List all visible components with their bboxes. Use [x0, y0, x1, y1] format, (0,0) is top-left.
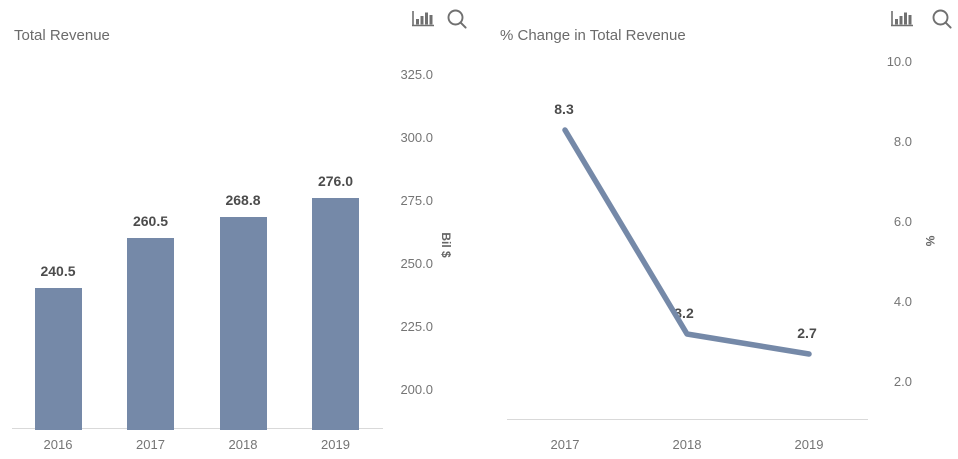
- bar-2019[interactable]: [312, 198, 359, 430]
- y-tick-label: 2.0: [893, 374, 912, 389]
- x-axis-line: [507, 419, 868, 420]
- x-tick-label: 2017: [136, 437, 165, 452]
- x-tick-label: 2016: [43, 437, 73, 452]
- search-icon[interactable]: [931, 8, 953, 30]
- value-label: 276.0: [317, 173, 354, 190]
- value-label: 240.5: [40, 262, 76, 279]
- x-tick-label: 2017: [550, 437, 580, 452]
- y-tick-label: 6.0: [893, 214, 912, 229]
- column-chart-icon[interactable]: [411, 8, 435, 30]
- value-label: 2.7: [797, 325, 817, 341]
- y-tick-label: 275.0: [400, 193, 433, 208]
- x-tick-label: 2019: [321, 437, 350, 452]
- search-icon[interactable]: [446, 8, 468, 30]
- y-tick-label: 8.0: [893, 134, 912, 149]
- value-label: 3.2: [674, 305, 694, 321]
- x-tick-label: 2018: [672, 437, 702, 452]
- y-tick-label: 300.0: [400, 130, 433, 145]
- chart-title: % Change in Total Revenue: [500, 27, 686, 44]
- y-tick-label: 10.0: [886, 54, 912, 69]
- x-tick-label: 2019: [794, 437, 824, 452]
- chart-title: Total Revenue: [14, 27, 110, 44]
- x-axis-line: [12, 428, 383, 429]
- bar-2016[interactable]: [34, 287, 82, 430]
- value-label: 260.5: [132, 212, 169, 229]
- value-label: 8.3: [554, 101, 574, 117]
- pct-change-chart: % Change in Total Revenue % 10.0 8.0 6.0 4.…: [479, 0, 958, 459]
- y-tick-label: 250.0: [400, 256, 433, 271]
- total-revenue-chart: Total Revenue Bil $ 325.0 300.0 275.0 250.0…: [12, 8, 468, 452]
- bar-2018[interactable]: [219, 216, 267, 430]
- line-plot-area: 10.0 8.0 6.0 4.0 2.0 8.3 2017 3.2 2018 2.7 2019: [479, 0, 958, 459]
- y-tick-label: 200.0: [400, 382, 433, 397]
- x-tick-label: 2018: [228, 437, 258, 452]
- bar-2017[interactable]: [127, 237, 174, 430]
- y-tick-label: 225.0: [400, 319, 433, 334]
- pct-change-line[interactable]: [562, 127, 812, 357]
- bar-plot-area: 325.0 300.0 275.0 250.0 225.0 200.0 240.5 2016 2…: [12, 67, 433, 452]
- y-tick-label: 4.0: [893, 294, 912, 309]
- value-label: 268.8: [225, 191, 261, 208]
- column-chart-icon[interactable]: [890, 8, 914, 30]
- y-tick-label: 325.0: [400, 67, 433, 82]
